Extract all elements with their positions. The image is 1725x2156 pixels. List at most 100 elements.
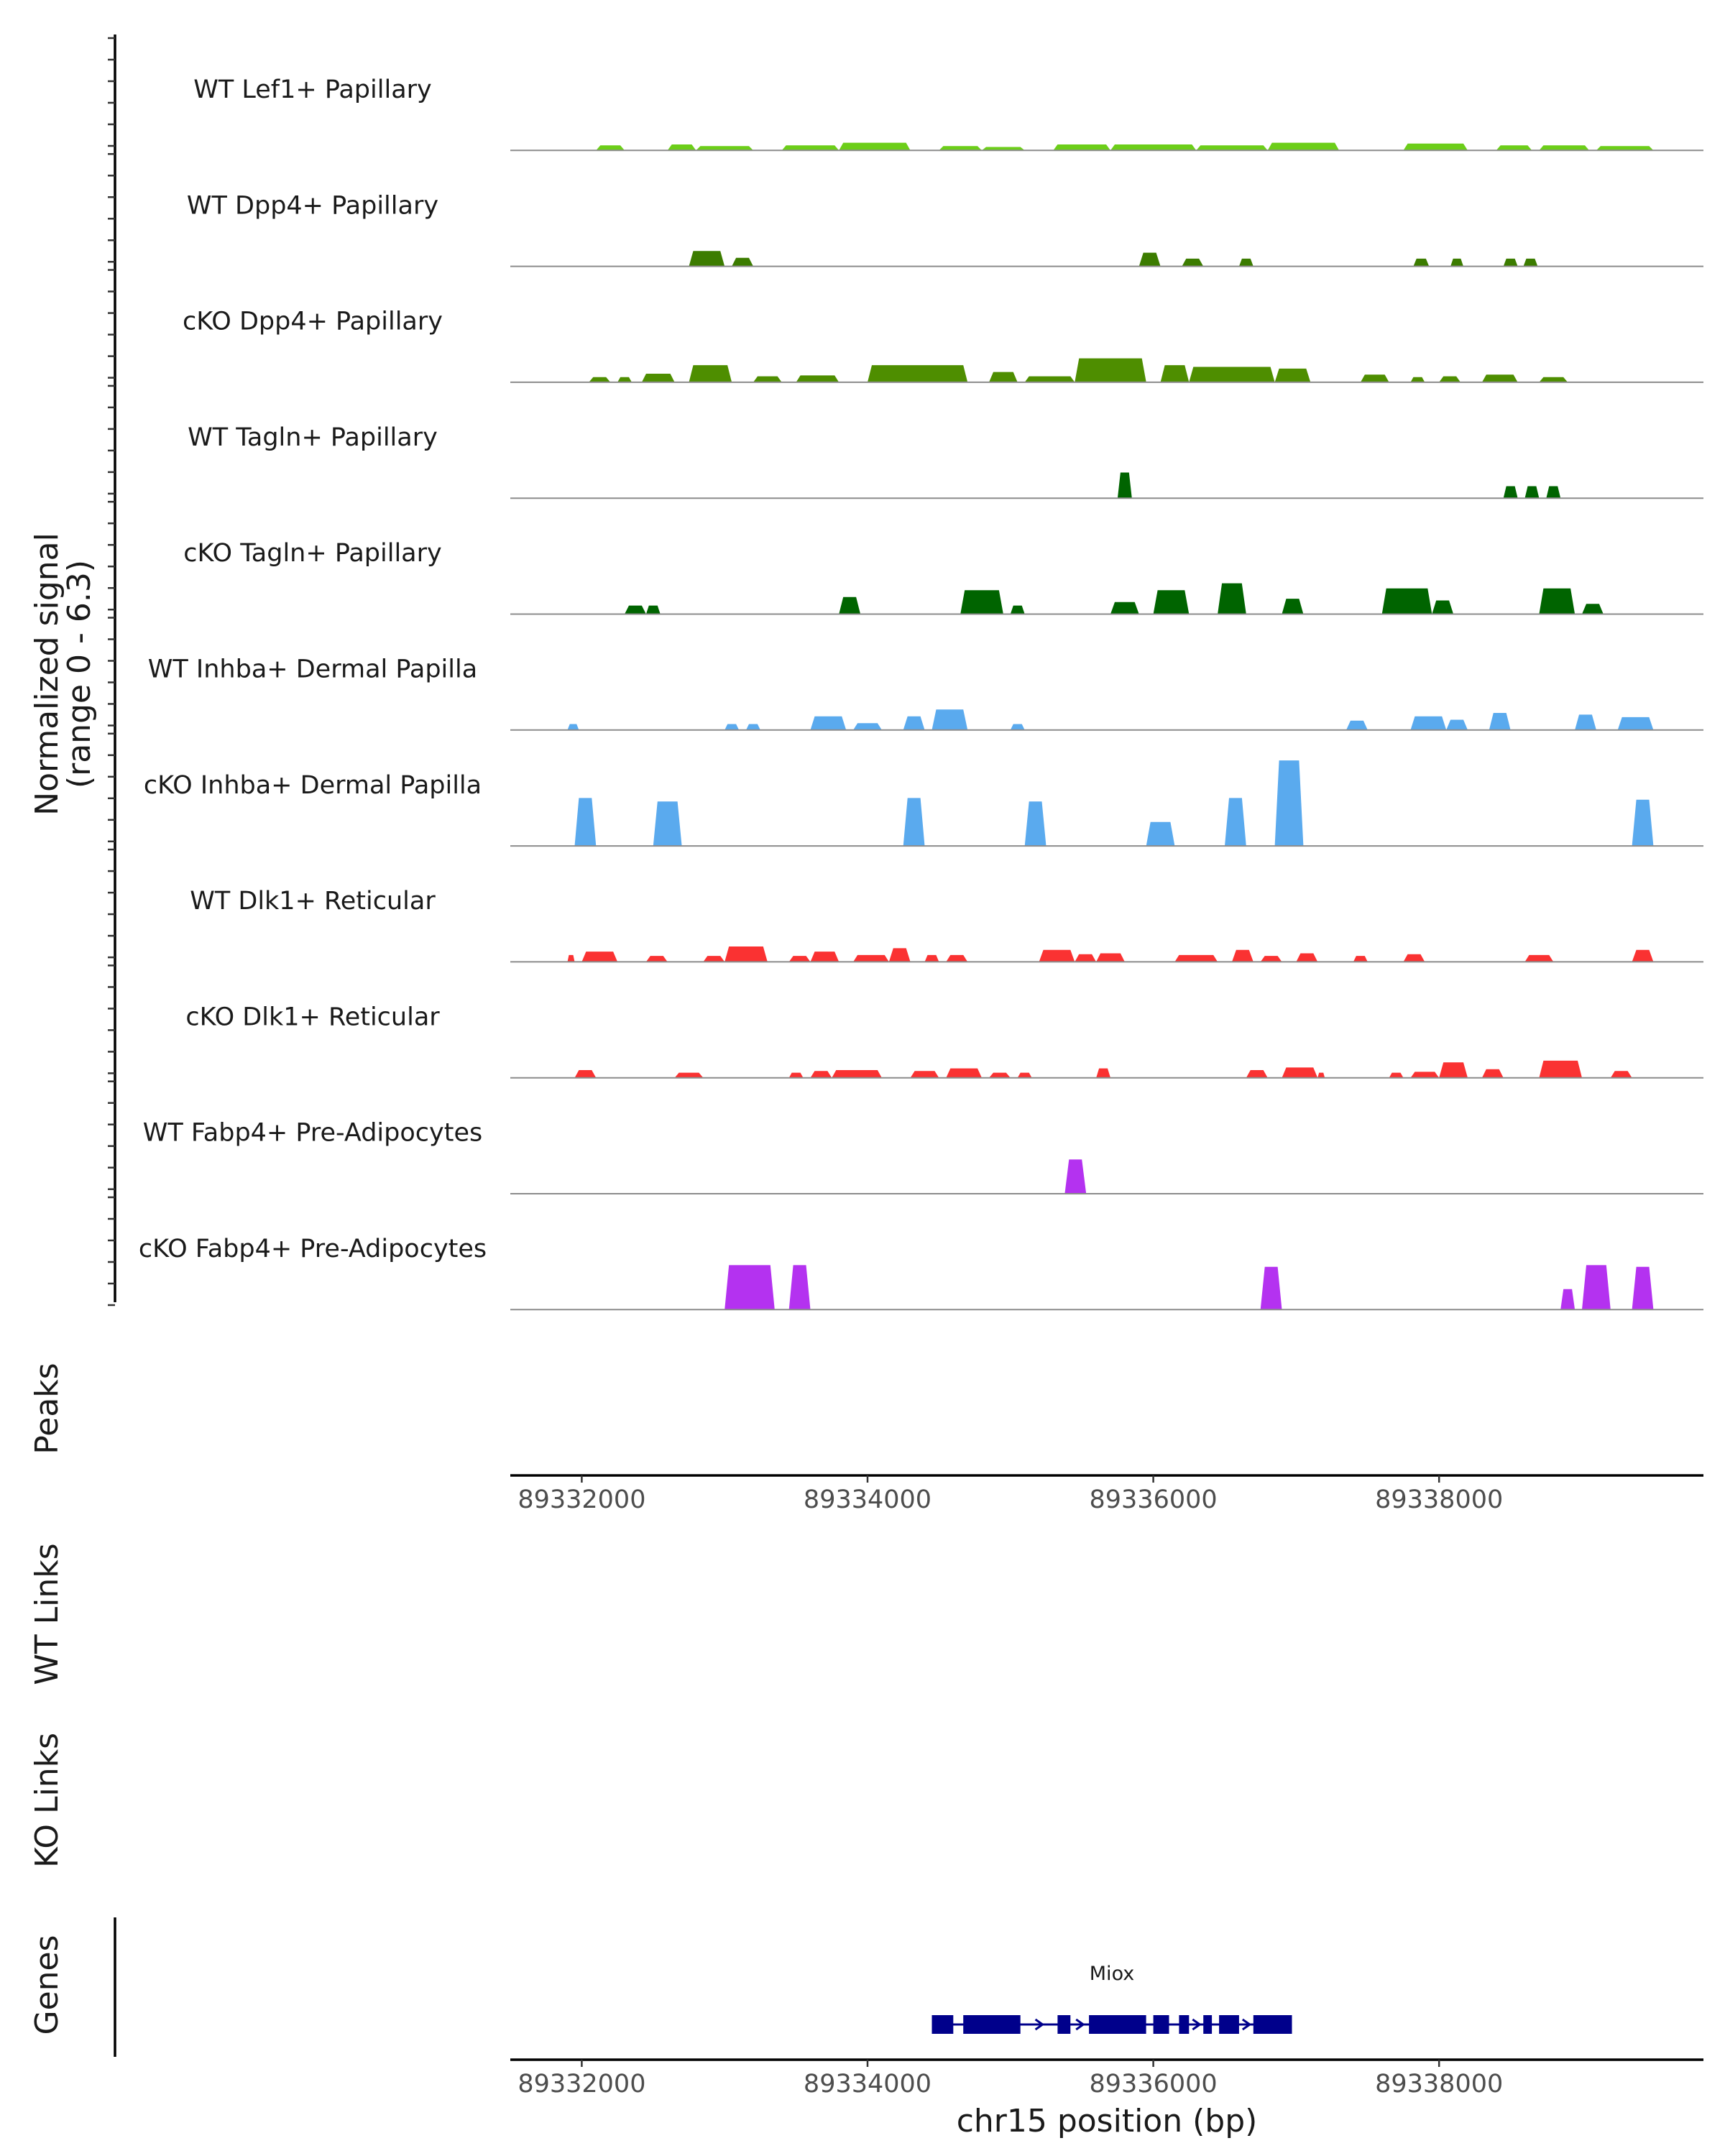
- coverage-signal: [617, 377, 632, 382]
- peaks-track-label: Peaks: [29, 1363, 65, 1454]
- coverage-signal: [1274, 760, 1304, 847]
- coverage-signal: [1238, 258, 1254, 267]
- gene-exon: [932, 2015, 954, 2034]
- coverage-signal: [1524, 954, 1554, 962]
- coverage-signal: [1010, 605, 1025, 614]
- coverage-track: WT Tagln+ Papillary: [188, 423, 1703, 499]
- track-label: cKO Dlk1+ Reticular: [185, 1003, 440, 1031]
- coverage-signal: [567, 954, 575, 962]
- coverage-signal: [781, 145, 840, 151]
- track-label: cKO Dpp4+ Papillary: [183, 308, 443, 336]
- coverage-signal: [868, 365, 968, 382]
- coverage-signal: [625, 605, 646, 614]
- coverage-signal: [1575, 714, 1596, 730]
- track-label: WT Lef1+ Papillary: [193, 75, 432, 104]
- coverage-signal: [1075, 358, 1146, 382]
- coverage-signal: [1450, 258, 1463, 267]
- coverage-signal: [581, 952, 618, 962]
- coverage-signal: [1503, 258, 1518, 267]
- coverage-signal: [1246, 1070, 1268, 1078]
- coverage-signal: [1539, 377, 1568, 382]
- coverage-signal: [732, 257, 753, 267]
- coverage-signal: [1489, 713, 1511, 730]
- coverage-signal: [1282, 1067, 1318, 1078]
- x-tick-label: 89338000: [1375, 1485, 1503, 1514]
- coverage-signal: [989, 372, 1018, 382]
- gene-strand-arrow: [1034, 2018, 1045, 2031]
- x-tick-label: 89334000: [804, 2070, 932, 2099]
- coverage-signal: [696, 146, 753, 151]
- coverage-signal: [1117, 472, 1132, 499]
- coverage-signal: [1075, 954, 1097, 962]
- coverage-signal: [839, 596, 861, 614]
- x-axis-lower: 89332000 89334000 89336000 89338000: [510, 2058, 1703, 2099]
- x-tick-label: 89332000: [518, 1485, 645, 1514]
- coverage-signal: [1346, 720, 1368, 730]
- coverage-signal: [1317, 1072, 1325, 1078]
- track-label: WT Dpp4+ Papillary: [187, 191, 438, 220]
- coverage-track: WT Lef1+ Papillary: [193, 75, 1703, 152]
- coverage-track: WT Dlk1+ Reticular: [190, 887, 1703, 963]
- coverage-signal: [1582, 604, 1604, 614]
- coverage-signal: [1218, 583, 1246, 614]
- coverage-signal: [932, 709, 968, 730]
- coverage-signal: [1296, 953, 1318, 962]
- gene-label: Miox: [1090, 1963, 1134, 1985]
- coverage-track: WT Inhba+ Dermal Papilla: [148, 655, 1703, 731]
- x-axis-title: chr15 position (bp): [957, 2103, 1258, 2139]
- coverage-tracks: WT Lef1+ Papillary WT Dpp4+ Papillary cKO …: [139, 75, 1703, 1311]
- coverage-signal: [1160, 365, 1190, 382]
- coverage-signal: [1596, 146, 1654, 151]
- coverage-signal: [1632, 799, 1654, 847]
- coverage-signal: [596, 145, 625, 151]
- coverage-signal: [1153, 590, 1190, 614]
- coverage-signal: [1096, 953, 1125, 962]
- coverage-track: WT Fabp4+ Pre-Adipocytes: [143, 1119, 1703, 1194]
- coverage-signal: [1064, 1159, 1087, 1194]
- coverage-signal: [1353, 956, 1368, 962]
- gene-strand-arrow: [1075, 2018, 1085, 2031]
- coverage-signal: [1010, 724, 1025, 730]
- coverage-signal: [1110, 144, 1197, 151]
- coverage-signal: [796, 375, 840, 382]
- coverage-signal: [1389, 1072, 1404, 1078]
- gene-exon: [1153, 2015, 1169, 2034]
- coverage-signal: [1024, 376, 1075, 382]
- coverage-signal: [589, 377, 611, 382]
- coverage-signal: [1196, 145, 1268, 151]
- coverage-signal: [674, 1072, 704, 1078]
- coverage-signal: [1024, 801, 1046, 847]
- coverage-signal: [1274, 368, 1311, 382]
- coverage-signal: [1260, 956, 1282, 962]
- coverage-track: cKO Inhba+ Dermal Papilla: [144, 760, 1703, 847]
- coverage-signal: [946, 954, 968, 962]
- gene-exon: [963, 2015, 1021, 2034]
- genes-track-label: Genes: [29, 1935, 65, 2035]
- gene-exon: [1057, 2015, 1071, 2034]
- coverage-signal: [903, 798, 925, 847]
- coverage-signal: [1053, 144, 1110, 151]
- coverage-signal: [1110, 602, 1139, 614]
- coverage-signal: [724, 1265, 775, 1310]
- coverage-signal: [1381, 588, 1432, 614]
- coverage-signal: [1182, 258, 1204, 267]
- coverage-signal: [1039, 949, 1075, 962]
- x-tick-label: 89334000: [804, 1485, 932, 1514]
- coverage-signal: [910, 1071, 939, 1078]
- coverage-signal: [1410, 377, 1425, 382]
- gene-exon: [1179, 2015, 1190, 2034]
- coverage-signal: [1232, 949, 1254, 962]
- coverage-signal: [1413, 258, 1430, 267]
- coverage-signal: [1146, 821, 1175, 847]
- ko-links-track-label: KO Links: [29, 1733, 65, 1868]
- coverage-signal: [1138, 252, 1161, 267]
- coverage-signal: [1410, 716, 1447, 730]
- coverage-signal: [924, 954, 939, 962]
- gene-strand-arrow: [1241, 2018, 1252, 2031]
- x-axis-upper: 89332000 89334000 89336000 89338000: [510, 1474, 1703, 1514]
- coverage-signal: [810, 952, 840, 962]
- coverage-signal: [1539, 145, 1589, 151]
- coverage-signal: [1403, 143, 1468, 151]
- gene-exon: [1219, 2015, 1239, 2034]
- coverage-signal: [1267, 142, 1340, 151]
